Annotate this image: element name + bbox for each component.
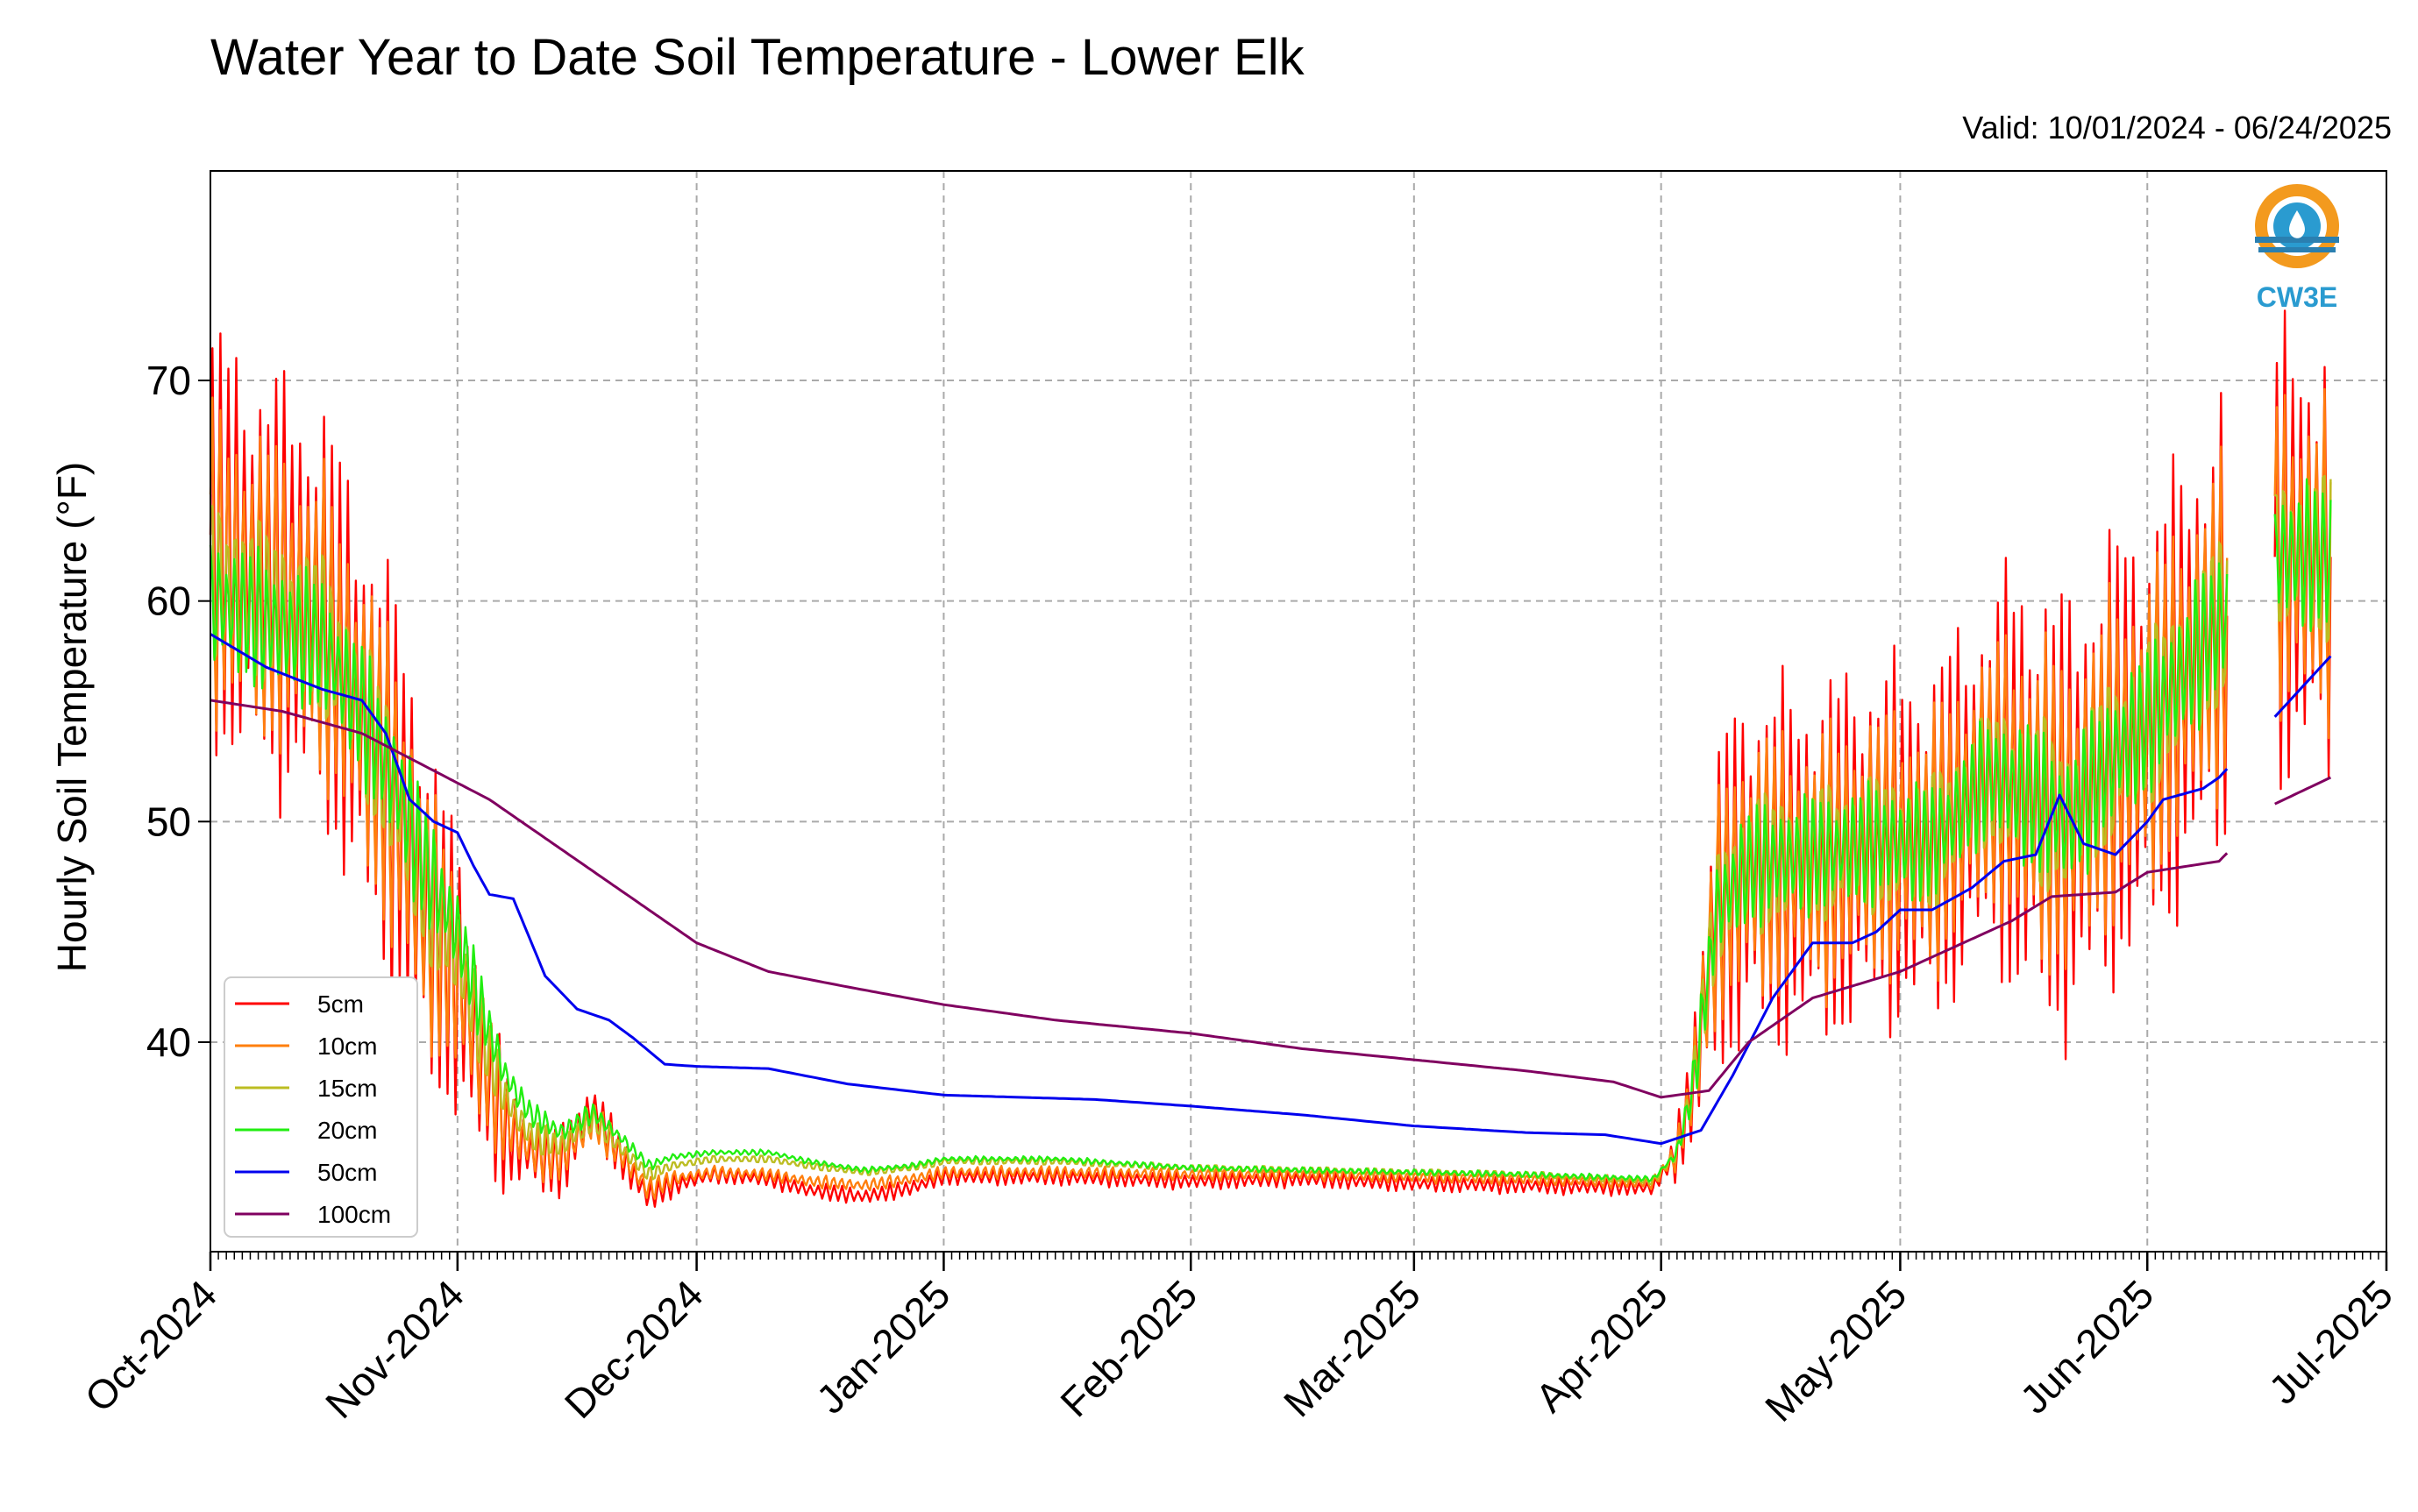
axis-ticks (198, 380, 2388, 1271)
legend-label: 5cm (317, 990, 364, 1018)
legend-label: 20cm (317, 1117, 377, 1144)
y-tick-label: 50 (146, 799, 191, 844)
logo: CW3E (2255, 184, 2339, 313)
plot-frame (210, 170, 2387, 1253)
x-tick-label: May-2025 (1756, 1271, 1915, 1430)
x-tick-label: Nov-2024 (316, 1271, 473, 1427)
y-tick-label: 70 (146, 358, 191, 403)
x-tick-label: Oct-2024 (76, 1271, 226, 1421)
series-line-100cm (210, 699, 2332, 1099)
chart-subtitle: Valid: 10/01/2024 - 06/24/2025 (1962, 110, 2392, 146)
x-tick-label: Apr-2025 (1526, 1271, 1676, 1421)
legend-label: 10cm (317, 1033, 377, 1060)
series-lines (209, 309, 2332, 1208)
legend-label: 50cm (317, 1159, 377, 1186)
legend-label: 15cm (317, 1075, 377, 1102)
logo-text: CW3E (2257, 281, 2337, 313)
x-tick-label: Jul-2025 (2260, 1271, 2402, 1413)
x-tick-label: Dec-2024 (556, 1271, 712, 1427)
y-axis-label: Hourly Soil Temperature (°F) (49, 462, 95, 973)
x-tick-label: Jan-2025 (807, 1271, 958, 1422)
legend: 5cm 10cm 15cm 20cm 50cm 100cm (224, 976, 418, 1238)
x-tick-label: Jun-2025 (2011, 1271, 2162, 1422)
y-tick-label: 40 (146, 1019, 191, 1065)
series-line-20cm (209, 478, 2332, 1183)
x-tick-label: Feb-2025 (1051, 1271, 1205, 1425)
y-tick-label: 60 (146, 579, 191, 624)
series-line-50cm (210, 633, 2332, 1146)
water-drop-logo-icon (2255, 184, 2339, 268)
legend-label: 100cm (317, 1201, 391, 1228)
x-tick-label: Mar-2025 (1275, 1271, 1429, 1425)
chart-title: Water Year to Date Soil Temperature - Lo… (210, 29, 1305, 86)
